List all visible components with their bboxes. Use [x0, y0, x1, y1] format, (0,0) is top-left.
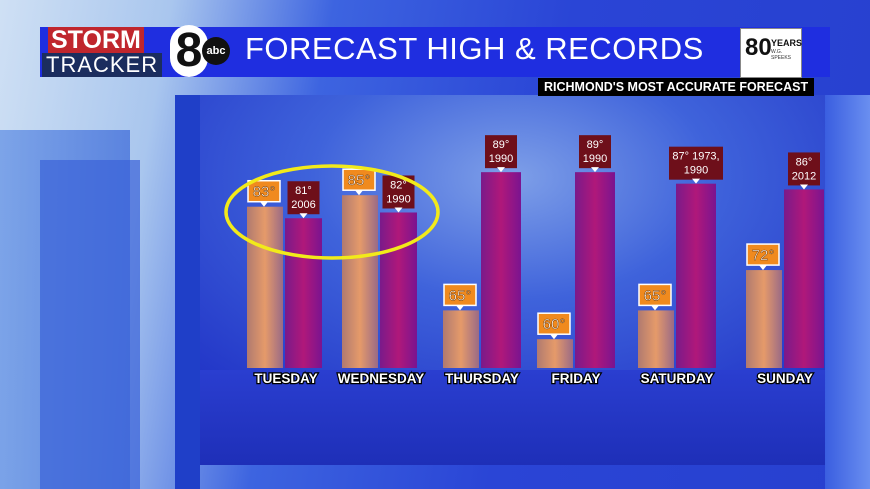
forecast-value-label: 65°	[644, 287, 667, 304]
abc-logo: abc	[202, 37, 230, 65]
record-value-label: 81°	[295, 185, 312, 197]
pointer-icon	[692, 178, 700, 184]
day-label: SUNDAY	[757, 371, 813, 386]
pointer-icon	[651, 305, 659, 311]
pointer-icon	[456, 305, 464, 311]
highlight-ellipse	[224, 164, 440, 260]
record-value-label: 86°	[796, 156, 813, 168]
pointer-icon	[800, 184, 808, 190]
pointer-icon	[759, 265, 767, 271]
forecast-bar	[638, 310, 674, 368]
forecast-value-label: 60°	[543, 316, 566, 333]
pointer-icon	[299, 213, 308, 219]
record-value-label: 89°	[587, 139, 604, 151]
record-value-label: 87° 1973,	[672, 151, 719, 163]
forecast-bar	[342, 195, 378, 368]
record-label-box	[287, 181, 320, 215]
record-bar	[784, 189, 824, 368]
page-title: FORECAST HIGH & RECORDS	[245, 31, 704, 66]
logo-tracker: TRACKER	[42, 53, 163, 77]
pointer-icon	[497, 167, 505, 173]
record-value-label: 89°	[493, 139, 510, 151]
logo-storm: STORM	[48, 27, 144, 54]
pointer-icon	[260, 201, 268, 207]
plot-floor	[200, 370, 825, 465]
forecast-value-label: 65°	[449, 287, 472, 304]
day-label: FRIDAY	[551, 371, 600, 386]
record-value-label: 1990	[583, 153, 607, 165]
day-label: WEDNESDAY	[338, 371, 425, 386]
badge-years: YEARS	[771, 38, 803, 48]
record-value-label: 2012	[792, 170, 816, 182]
record-label-box	[579, 135, 611, 169]
pointer-icon	[394, 207, 403, 213]
forecast-bar	[537, 339, 573, 368]
forecast-bar	[443, 310, 479, 368]
forecast-value-label: 83°	[253, 184, 276, 201]
forecast-bar	[247, 206, 283, 368]
record-label-box	[669, 146, 723, 180]
day-label: TUESDAY	[254, 371, 317, 386]
forecast-bar	[746, 270, 782, 368]
forecast-value-label: 85°	[348, 172, 371, 189]
day-label: THURSDAY	[445, 371, 519, 386]
stormtracker-logo: STORM TRACKER 8 abc	[40, 25, 240, 77]
record-bar	[676, 183, 716, 368]
record-value-label: 82°	[390, 179, 407, 191]
record-value-label: 1990	[386, 193, 410, 205]
record-value-label: 1990	[489, 153, 513, 165]
record-bar	[380, 212, 417, 368]
record-bar	[481, 172, 521, 368]
forecast-value-label: 72°	[752, 247, 775, 264]
record-label-box	[788, 152, 820, 186]
pointer-icon	[591, 167, 599, 173]
badge-number: 80	[745, 34, 772, 61]
background-panel	[825, 95, 870, 489]
pointer-icon	[550, 334, 558, 340]
logo-channel: 8	[170, 25, 208, 77]
record-value-label: 2006	[291, 199, 315, 211]
record-bar	[575, 172, 615, 368]
badge-sponsor: W.G. SPEEKS	[771, 49, 792, 61]
pointer-icon	[355, 190, 363, 196]
record-value-label: 1990	[684, 165, 708, 177]
sponsor-badge: 80 YEARS W.G. SPEEKS	[740, 28, 802, 78]
record-bar	[285, 218, 322, 368]
day-label: SATURDAY	[641, 371, 714, 386]
record-label-box	[485, 135, 517, 169]
background-panel	[175, 95, 200, 489]
tagline: RICHMOND'S MOST ACCURATE FORECAST	[538, 78, 815, 96]
background-panel	[40, 160, 140, 489]
